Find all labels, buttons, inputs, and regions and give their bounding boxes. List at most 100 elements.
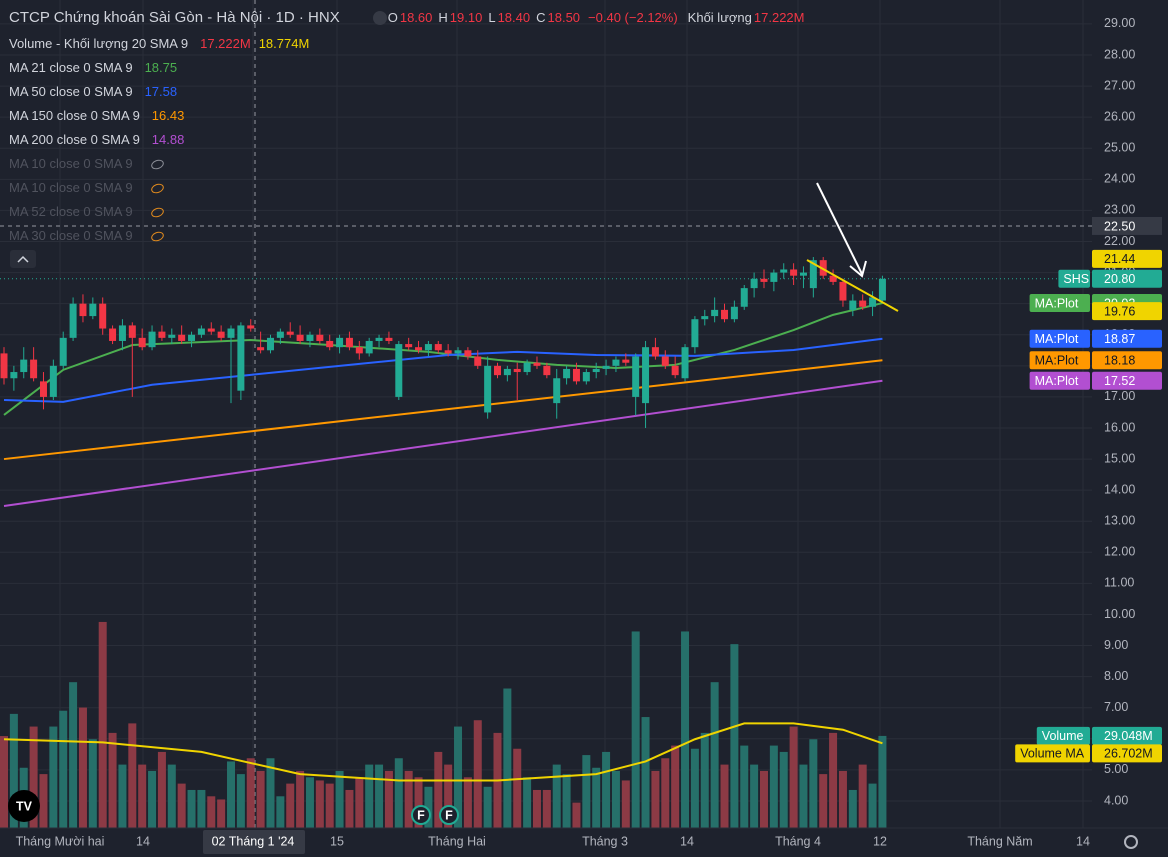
volume-bar: [444, 764, 453, 828]
candle-body: [0, 353, 8, 379]
indicator-value: 17.58: [144, 84, 178, 99]
visibility-icon: [149, 229, 165, 243]
arrow-head: [849, 260, 867, 278]
volume-bar: [483, 786, 492, 828]
volume-bar: [809, 739, 818, 828]
y-tick-label: 16.00: [1104, 420, 1135, 434]
candle-body: [99, 303, 107, 329]
header-row: CTCP Chứng khoán Sài Gòn - Hà Nội · 1D ·…: [9, 8, 804, 28]
candle-body: [474, 356, 482, 366]
change: −0.40 (−2.12%): [588, 10, 678, 25]
x-tick-label: 15: [330, 834, 344, 848]
y-tick-label: 14.00: [1104, 482, 1135, 496]
indicator-row: MA 10 close 0 SMA 9: [9, 152, 804, 176]
volume-bar: [246, 758, 255, 828]
candle-body: [306, 334, 314, 341]
volume-bar: [138, 764, 147, 828]
candle-body: [227, 328, 235, 338]
badge-name: MA:Plot: [1035, 374, 1079, 388]
volume-bar: [611, 770, 620, 828]
settings-icon[interactable]: [1124, 835, 1138, 849]
badge-name: MA:Plot: [1035, 332, 1079, 346]
ohlc-label: L: [488, 10, 496, 25]
volume-bar: [118, 764, 127, 828]
ohlc-label: H: [438, 10, 448, 25]
volume-bar: [759, 770, 768, 828]
collapse-button[interactable]: [10, 250, 36, 268]
candle-body: [464, 350, 472, 357]
volume-bar: [384, 770, 393, 828]
candle-body: [503, 368, 511, 376]
volume-bar: [157, 751, 166, 828]
volume-bar: [592, 767, 601, 828]
ohlc-value: 18.40: [497, 10, 531, 25]
indicator-value: 18.75: [144, 60, 178, 75]
ohlc: O 18.60 H 19.10 L 18.40 C 18.50 −0.40 (−2.12%) Kh…: [384, 8, 805, 28]
x-tick-label: Tháng Hai: [428, 834, 486, 848]
price-badge-label: 20.80: [1104, 272, 1135, 286]
event-icon[interactable]: [439, 805, 459, 825]
y-tick-label: 11.00: [1104, 576, 1134, 590]
y-tick-label: 28.00: [1104, 47, 1135, 61]
y-tick-label: 7.00: [1104, 700, 1128, 714]
candle-body: [109, 328, 117, 341]
event-icon[interactable]: [411, 805, 431, 825]
candle-body: [869, 297, 877, 307]
symbol-title: CTCP Chứng khoán Sài Gòn - Hà Nội · 1D ·…: [9, 9, 340, 26]
volume-bar: [572, 802, 581, 828]
y-tick-label: 17.00: [1104, 389, 1135, 403]
candle-body: [237, 325, 245, 391]
visibility-icon: [149, 157, 165, 171]
volume-bar: [838, 770, 847, 828]
y-tick-label: 13.00: [1104, 514, 1135, 528]
candle-body: [523, 362, 531, 373]
price-badge: [1092, 351, 1162, 370]
candle-body: [316, 334, 324, 341]
candle-body: [770, 272, 778, 282]
candle-body: [701, 316, 709, 320]
volume-bar: [542, 789, 551, 828]
badge-name-box: [1015, 744, 1090, 763]
candle-body: [612, 359, 620, 366]
volume-bar: [296, 770, 305, 828]
volume-bar: [789, 726, 798, 828]
event-icon-text: F: [417, 808, 425, 822]
badge-name: MA:Plot: [1035, 354, 1079, 368]
indicator-value: 18.774M: [258, 36, 310, 51]
candle-body: [118, 325, 126, 341]
candles: [0, 257, 886, 428]
candle-body: [878, 278, 886, 301]
volume-bar: [355, 777, 364, 828]
ma-line: [3, 359, 883, 461]
candle-body: [553, 378, 561, 404]
indicator-value: 14.88: [151, 132, 185, 147]
visibility-icon[interactable]: [373, 11, 387, 25]
volume-bar: [424, 786, 433, 828]
volume-bar: [740, 745, 749, 828]
candle-body: [434, 344, 442, 351]
y-tick-label: 10.00: [1104, 607, 1135, 621]
trend-line: [806, 259, 899, 312]
candle-body: [79, 303, 87, 317]
volume-bar: [710, 682, 719, 828]
candle-body: [859, 300, 867, 307]
indicator-name: Volume - Khối lượng 20 SMA 9: [9, 36, 189, 51]
candle-body: [681, 347, 689, 379]
volume-bar: [621, 780, 630, 828]
candle-body: [543, 365, 551, 376]
y-tick-label: 12.00: [1104, 545, 1135, 559]
drawings: F F TV: [8, 11, 1138, 849]
volume-bar: [720, 764, 729, 828]
logo[interactable]: [8, 790, 40, 822]
volume-bar: [325, 783, 334, 828]
price-badge: [1092, 249, 1162, 268]
volume-bar: [78, 707, 87, 828]
candle-body: [750, 278, 758, 289]
candle-body: [622, 359, 630, 363]
indicator-row: MA 10 close 0 SMA 9: [9, 176, 804, 200]
candle-body: [89, 303, 97, 317]
volume-bar: [49, 726, 58, 828]
indicator-name: MA 52 close 0 SMA 9: [9, 204, 133, 219]
indicator-name: MA 200 close 0 SMA 9: [9, 132, 140, 147]
badge-name-box: [1036, 726, 1090, 745]
